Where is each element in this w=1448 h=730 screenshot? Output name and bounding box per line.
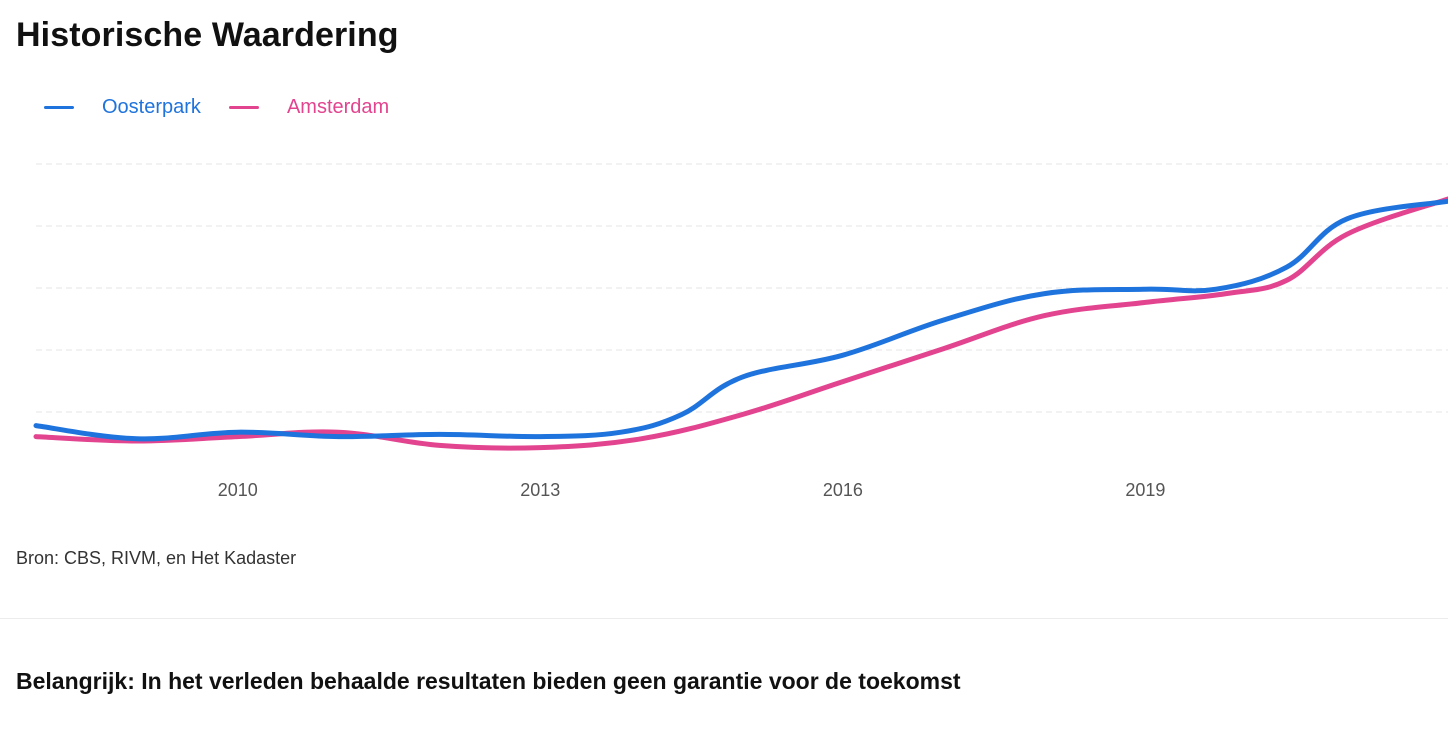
legend-item-amsterdam[interactable]: Amsterdam [228,96,390,119]
legend-label-amsterdam: Amsterdam [286,96,390,118]
legend-swatch-amsterdam [228,106,259,109]
chart-title: Historische Waardering [16,16,399,54]
divider [0,618,1448,619]
series-line-amsterdam[interactable] [33,196,1448,451]
line-chart: 2010 2013 2016 2019 [0,120,1448,510]
x-axis-ticks: 2010 2013 2016 2019 [218,480,1166,500]
disclaimer: Belangrijk: In het verleden behaalde res… [16,668,961,694]
series-layer [33,196,1448,451]
x-tick-label-2016: 2016 [823,480,863,500]
x-tick-label-2010: 2010 [218,480,258,500]
line-chart-svg: 2010 2013 2016 2019 [33,163,1448,500]
chart-legend: Oosterpark Amsterdam [44,96,389,119]
legend-item-oosterpark[interactable]: Oosterpark [44,96,201,119]
source-note: Bron: CBS, RIVM, en Het Kadaster [16,548,297,568]
legend-swatch-oosterpark [44,106,74,109]
grid-layer [36,163,1448,413]
series-line-oosterpark[interactable] [33,198,1448,442]
x-tick-label-2019: 2019 [1125,480,1165,500]
x-tick-label-2013: 2013 [520,480,560,500]
legend-label-oosterpark: Oosterpark [102,96,201,118]
